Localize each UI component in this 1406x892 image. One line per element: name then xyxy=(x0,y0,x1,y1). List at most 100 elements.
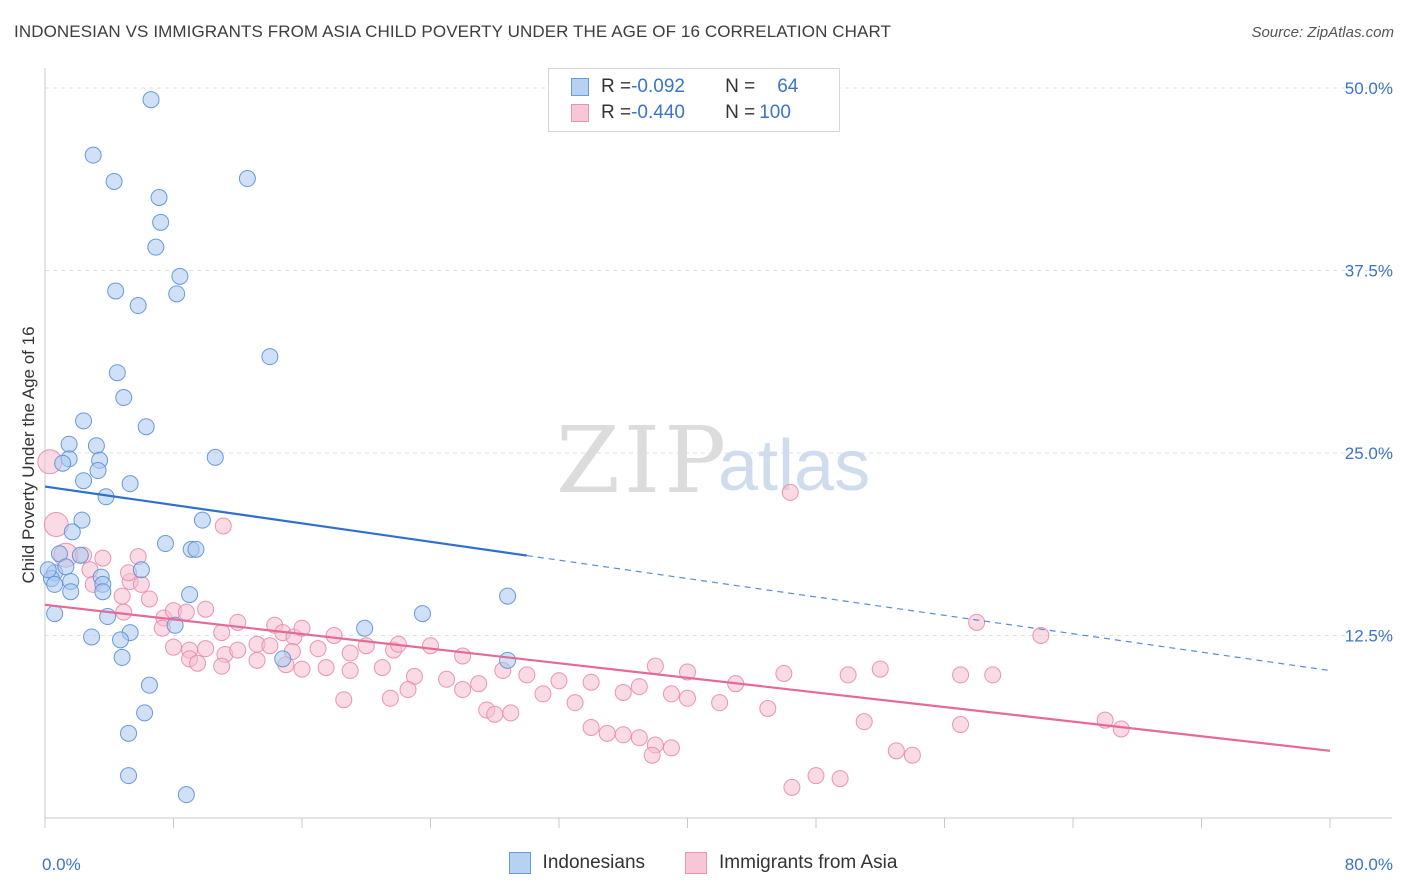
legend-item-immigrants: Immigrants from Asia xyxy=(685,852,897,874)
y-tick-label: 12.5% xyxy=(1345,627,1393,646)
data-point xyxy=(341,662,359,680)
data-point xyxy=(107,282,125,300)
axes xyxy=(44,68,1392,828)
legend-swatch-immigrants xyxy=(685,852,708,874)
trend-line-indonesians-extrapolated xyxy=(526,554,1331,672)
data-point xyxy=(150,189,168,206)
data-point xyxy=(89,462,107,480)
data-point xyxy=(113,587,131,605)
data-point xyxy=(274,650,292,668)
data-point xyxy=(887,742,905,760)
data-point xyxy=(454,681,472,699)
legend-n-value: 100 xyxy=(759,102,791,123)
data-point xyxy=(614,726,632,744)
data-point xyxy=(137,418,155,436)
data-point xyxy=(152,213,170,231)
data-point xyxy=(46,605,64,623)
data-point xyxy=(115,389,133,407)
data-point xyxy=(75,412,93,430)
data-point xyxy=(1112,720,1130,738)
data-point xyxy=(783,778,801,796)
data-point xyxy=(335,691,353,709)
data-point xyxy=(662,739,680,757)
data-point xyxy=(968,613,986,631)
legend-label-indonesians: Indonesians xyxy=(542,852,646,873)
data-point xyxy=(454,647,472,665)
data-point xyxy=(147,238,165,256)
data-point xyxy=(566,694,584,712)
data-point xyxy=(46,575,64,593)
data-point xyxy=(952,716,970,734)
y-tick-label: 37.5% xyxy=(1345,262,1393,281)
data-point xyxy=(1032,627,1050,644)
data-point xyxy=(121,475,139,493)
legend-item-indonesians: Indonesians xyxy=(508,852,646,874)
data-point xyxy=(166,616,184,634)
data-point xyxy=(197,600,215,618)
legend-r-value: -0.440 xyxy=(631,102,685,123)
legend-n-label: N = xyxy=(725,76,756,97)
data-point xyxy=(132,575,150,593)
series-indonesians xyxy=(39,91,517,804)
data-point xyxy=(181,586,199,604)
legend-r-label: R = xyxy=(601,102,632,123)
data-point xyxy=(711,694,729,712)
data-point xyxy=(582,718,600,736)
data-point xyxy=(214,517,232,535)
data-point xyxy=(57,558,75,576)
y-axis-label: Child Poverty Under the Age of 16 xyxy=(19,326,38,583)
data-point xyxy=(108,364,126,382)
x-tick-label: 0.0% xyxy=(42,855,81,874)
data-point xyxy=(807,767,825,785)
data-point xyxy=(142,91,160,109)
data-point xyxy=(781,483,799,501)
data-point xyxy=(171,267,189,285)
correlation-legend: R = -0.092 N = 64 R = -0.440 N = 100 xyxy=(548,68,840,132)
series-immigrants-from-asia xyxy=(37,449,1130,796)
data-point xyxy=(550,672,568,690)
y-tick-label: 50.0% xyxy=(1345,79,1393,98)
data-point xyxy=(261,348,279,366)
data-point xyxy=(84,146,102,164)
tick-labels: 12.5% 25.0% 37.5% 50.0% 0.0% 80.0% xyxy=(42,79,1393,874)
data-point xyxy=(136,704,154,722)
data-point xyxy=(413,605,431,623)
data-point xyxy=(486,705,504,723)
data-point xyxy=(94,583,112,601)
data-point xyxy=(105,172,123,190)
legend-row-indonesians: R = -0.092 N = 64 xyxy=(571,74,798,100)
legend-n-value: 64 xyxy=(777,76,799,97)
data-point xyxy=(871,660,889,678)
data-point xyxy=(399,681,417,699)
data-point xyxy=(293,619,311,637)
data-point xyxy=(470,675,488,693)
data-point xyxy=(502,704,520,722)
data-point xyxy=(499,587,517,605)
data-point xyxy=(662,685,680,703)
series-legend: Indonesians Immigrants from Asia xyxy=(0,852,1406,874)
y-tick-label: 25.0% xyxy=(1345,444,1393,463)
data-point xyxy=(438,670,456,688)
data-point xyxy=(60,435,78,453)
data-point xyxy=(94,549,112,567)
data-point xyxy=(518,666,536,684)
data-point xyxy=(325,627,343,644)
data-point xyxy=(62,583,80,601)
data-point xyxy=(248,651,266,669)
data-point xyxy=(775,664,793,682)
data-point xyxy=(534,685,552,703)
data-point xyxy=(213,657,231,675)
data-point xyxy=(952,666,970,684)
data-point xyxy=(341,644,359,662)
data-point xyxy=(855,713,873,731)
data-point xyxy=(238,170,256,188)
data-point xyxy=(54,454,72,472)
data-point xyxy=(168,285,186,303)
data-point xyxy=(309,640,327,658)
trend-line-indonesians xyxy=(44,485,528,557)
data-point xyxy=(373,659,391,677)
data-point xyxy=(293,660,311,678)
data-point xyxy=(261,637,279,655)
data-point xyxy=(75,472,93,490)
data-point xyxy=(213,624,231,642)
